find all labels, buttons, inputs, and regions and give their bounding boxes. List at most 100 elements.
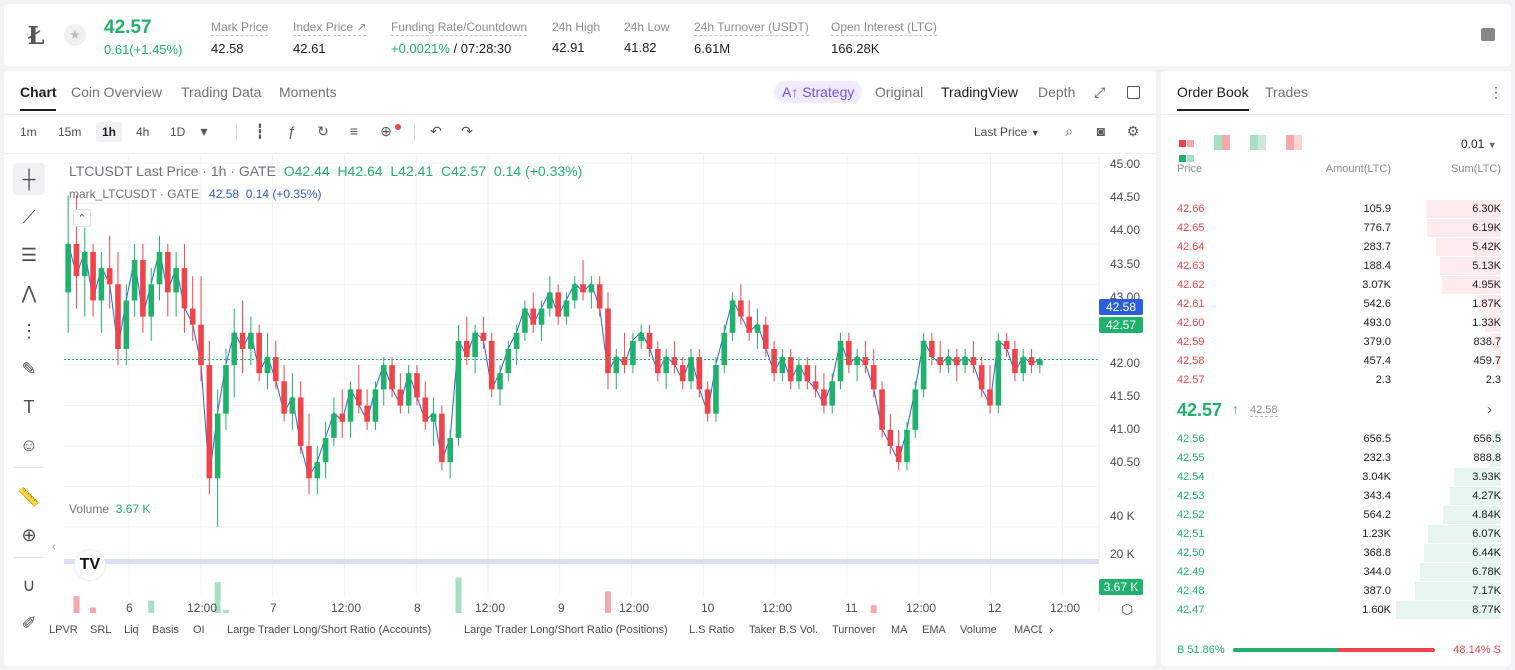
orderbook-row[interactable]: 42.49 344.0 6.78K <box>1161 562 1511 581</box>
indicator-volume[interactable]: Volume <box>960 624 997 636</box>
chevron-down-icon[interactable]: ▾ <box>200 123 208 139</box>
stat-index-price[interactable]: Index Price ↗ 42.61 <box>293 20 367 56</box>
indicator-basis[interactable]: Basis <box>152 624 179 636</box>
text-tool-icon[interactable]: T <box>23 397 35 417</box>
camera-icon[interactable]: ◙ <box>1096 123 1106 139</box>
indicator-liq[interactable]: Liq <box>124 624 139 636</box>
add-alert-icon[interactable]: ⊕ <box>380 123 392 139</box>
indicator-turnover[interactable]: Turnover <box>832 624 876 636</box>
view-both-icon[interactable] <box>1179 135 1194 165</box>
window-icon[interactable] <box>1127 86 1140 99</box>
orderbook-row[interactable]: 42.52 564.2 4.84K <box>1161 505 1511 524</box>
view-bids-icon[interactable] <box>1250 135 1266 150</box>
orderbook-row[interactable]: 42.64 283.7 5.42K <box>1161 237 1511 256</box>
search-icon[interactable]: ⌕ <box>1065 123 1073 139</box>
undo-icon[interactable]: ↶ <box>430 123 442 139</box>
tab-trading-data[interactable]: Trading Data <box>181 84 262 100</box>
orderbook-row[interactable]: 42.53 343.4 4.27K <box>1161 486 1511 505</box>
tab-trades[interactable]: Trades <box>1265 84 1309 100</box>
settings-gear-icon[interactable]: ⚙ <box>1126 123 1140 139</box>
template-icon[interactable]: ≡ <box>349 123 359 139</box>
redo-icon[interactable]: ↷ <box>461 123 473 139</box>
orderbook-row[interactable]: 42.48 387.0 7.17K <box>1161 581 1511 600</box>
row-sum: 656.5 <box>1473 433 1501 445</box>
orderbook-row[interactable]: 42.59 379.0 838.7 <box>1161 332 1511 351</box>
orderbook-row[interactable]: 42.47 1.60K 8.77K <box>1161 600 1511 619</box>
indicators-icon[interactable]: ƒ <box>288 123 296 139</box>
tf-15m[interactable]: 15m <box>58 125 82 139</box>
tab-coin-overview[interactable]: Coin Overview <box>71 84 163 100</box>
scroll-left-icon[interactable]: ‹ <box>52 541 56 553</box>
horizontal-lines-icon[interactable]: ☰ <box>20 245 38 265</box>
orderbook-row[interactable]: 42.56 656.5 656.5 <box>1161 429 1511 448</box>
indicator-macd[interactable]: MACD <box>1014 624 1042 636</box>
candles-icon[interactable]: ┇ <box>255 123 265 139</box>
fib-icon[interactable]: ⋮ <box>20 321 38 341</box>
chevron-right-icon[interactable]: › <box>1487 401 1492 418</box>
indicator-ema[interactable]: EMA <box>922 624 946 636</box>
strategy-button[interactable]: A↑ Strategy <box>774 81 863 103</box>
orderbook-row[interactable]: 42.63 188.4 5.13K <box>1161 256 1511 275</box>
orderbook-row[interactable]: 42.51 1.23K 6.07K <box>1161 524 1511 543</box>
tf-1d[interactable]: 1D <box>170 125 186 139</box>
more-menu-icon[interactable]: ⋮ <box>1489 84 1503 100</box>
tab-order-book[interactable]: Order Book <box>1177 84 1249 100</box>
scroll-right-icon[interactable]: › <box>1049 622 1054 637</box>
book-icon[interactable] <box>1481 28 1495 41</box>
orderbook-row[interactable]: 42.60 493.0 1.33K <box>1161 313 1511 332</box>
view-depth[interactable]: Depth <box>1038 84 1076 100</box>
orderbook-row[interactable]: 42.57 2.3 2.3 <box>1161 370 1511 389</box>
row-price: 42.55 <box>1177 452 1205 464</box>
candle-body <box>646 332 653 349</box>
orderbook-row[interactable]: 42.62 3.07K 4.95K <box>1161 275 1511 294</box>
indicator-taker-bs[interactable]: Taker B.S Vol. <box>749 624 819 636</box>
orderbook-row[interactable]: 42.50 368.8 6.44K <box>1161 543 1511 562</box>
orderbook-row[interactable]: 42.61 542.6 1.87K <box>1161 294 1511 313</box>
price-type-select[interactable]: Last Price ▼ <box>974 125 1040 139</box>
indicator-srl[interactable]: SRL <box>90 624 112 636</box>
chart-settings-icon[interactable]: ⬡ <box>1121 601 1134 617</box>
tab-moments[interactable]: Moments <box>279 84 337 100</box>
favorite-star-icon[interactable]: ★ <box>64 24 86 46</box>
crosshair-icon[interactable]: ┼ <box>13 163 45 195</box>
pattern-icon[interactable]: ⋀ <box>21 283 37 303</box>
indicator-ma[interactable]: MA <box>891 624 908 636</box>
orderbook-row[interactable]: 42.66 105.9 6.30K <box>1161 199 1511 218</box>
magnet-icon[interactable]: ∪ <box>22 575 36 595</box>
trend-line-icon[interactable]: ⟋ <box>22 207 36 227</box>
expand-icon[interactable]: ⤢ <box>1094 84 1106 100</box>
view-split-icon[interactable] <box>1214 135 1230 150</box>
row-price: 42.47 <box>1177 604 1205 616</box>
price-chart[interactable] <box>4 153 1156 613</box>
indicator-oi[interactable]: OI <box>193 624 205 636</box>
candle-body <box>679 365 686 382</box>
orderbook-row[interactable]: 42.65 776.7 6.19K <box>1161 218 1511 237</box>
indicator-ls-ratio[interactable]: L.S Ratio <box>689 624 735 636</box>
zoom-in-icon[interactable]: ⊕ <box>21 525 37 545</box>
view-tradingview[interactable]: TradingView <box>941 84 1019 100</box>
row-amount: 283.7 <box>1363 241 1391 253</box>
precision-select[interactable]: 0.01 ▼ <box>1461 137 1497 151</box>
col-amount: Amount(LTC) <box>1325 163 1391 175</box>
indicator-ls-accounts[interactable]: Large Trader Long/Short Ratio (Accounts) <box>227 624 432 636</box>
replay-icon[interactable]: ↻ <box>317 123 329 139</box>
drawing-toolbar: ┼ ⟋ ☰ ⋀ ⋮ ✎ T ☺ 📏 ⊕ ∪ ✐ <box>4 155 56 633</box>
tf-1m[interactable]: 1m <box>20 125 37 139</box>
emoji-icon[interactable]: ☺ <box>19 435 39 455</box>
orderbook-row[interactable]: 42.55 232.3 888.8 <box>1161 448 1511 467</box>
tab-chart[interactable]: Chart <box>20 84 57 100</box>
tf-1h[interactable]: 1h <box>96 122 123 142</box>
orderbook-row[interactable]: 42.54 3.04K 3.93K <box>1161 467 1511 486</box>
orderbook-row[interactable]: 42.58 457.4 459.7 <box>1161 351 1511 370</box>
row-sum: 5.13K <box>1472 260 1501 272</box>
ruler-icon[interactable]: 📏 <box>17 487 41 507</box>
depth-bar <box>1449 487 1501 505</box>
indicator-ls-positions[interactable]: Large Trader Long/Short Ratio (Positions… <box>464 624 668 636</box>
indicator-lpvr[interactable]: LPVR <box>49 624 78 636</box>
pencil-lock-icon[interactable]: ✐ <box>21 613 37 633</box>
view-asks-icon[interactable] <box>1286 135 1302 150</box>
collapse-legend-icon[interactable]: ⌃ <box>73 209 91 227</box>
brush-icon[interactable]: ✎ <box>21 359 37 379</box>
view-original[interactable]: Original <box>875 84 924 100</box>
tf-4h[interactable]: 4h <box>136 125 150 139</box>
